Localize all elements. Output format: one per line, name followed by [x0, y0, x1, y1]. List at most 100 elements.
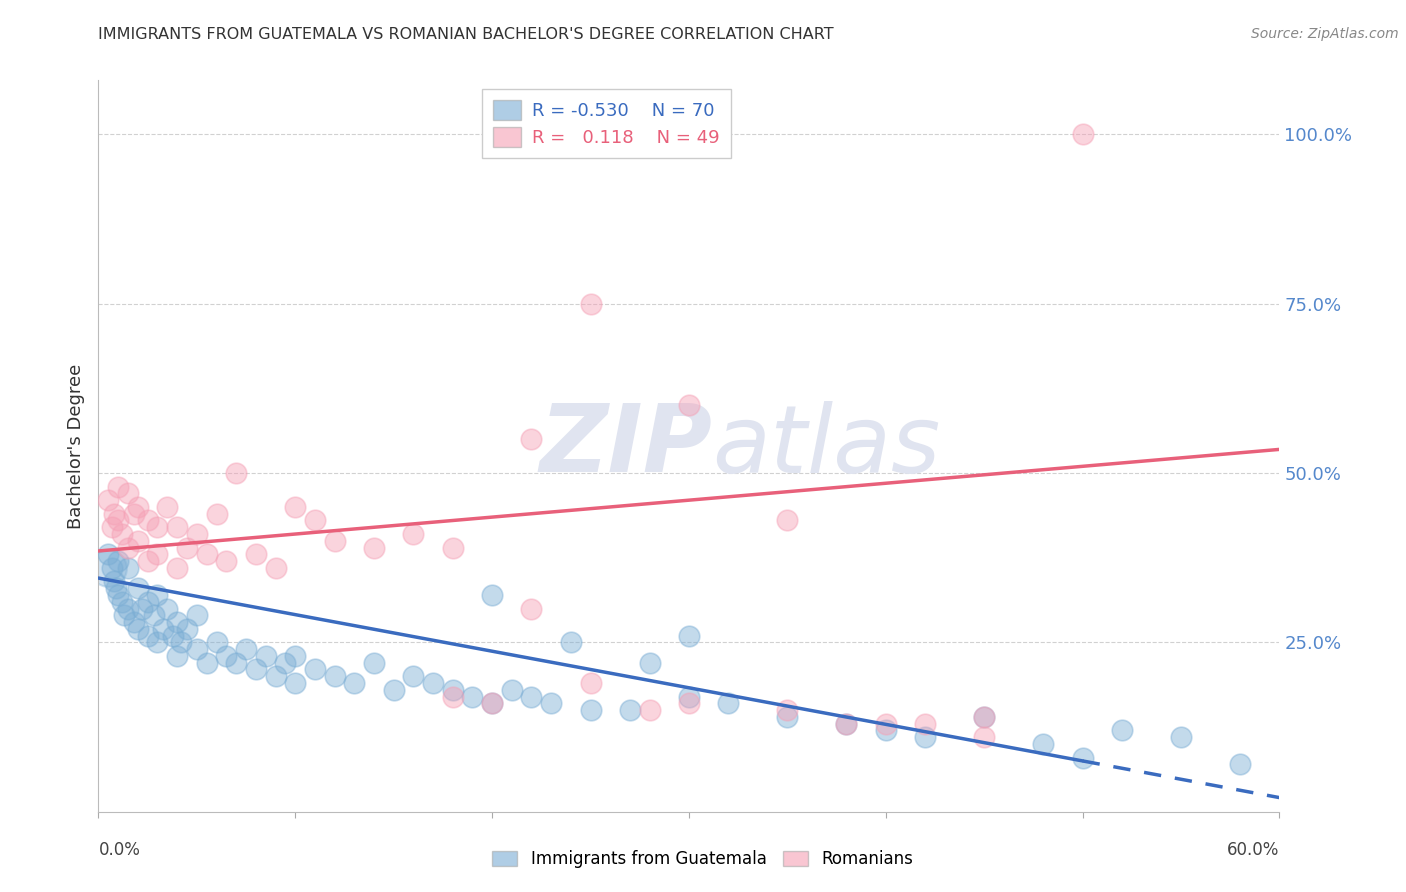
Point	[1229, 757, 1251, 772]
Point	[205, 635, 228, 649]
Point	[638, 703, 661, 717]
Point	[363, 656, 385, 670]
Point	[441, 690, 464, 704]
Point	[166, 648, 188, 663]
Point	[973, 710, 995, 724]
Point	[323, 669, 346, 683]
Point	[235, 642, 257, 657]
Point	[1032, 737, 1054, 751]
Point	[402, 669, 425, 683]
Point	[225, 466, 247, 480]
Point	[678, 398, 700, 412]
Point	[245, 663, 267, 677]
Point	[678, 690, 700, 704]
Point	[103, 574, 125, 589]
Point	[101, 520, 124, 534]
Point	[1111, 723, 1133, 738]
Point	[619, 703, 641, 717]
Point	[97, 493, 120, 508]
Point	[117, 561, 139, 575]
Point	[146, 547, 169, 561]
Text: 0.0%: 0.0%	[98, 841, 141, 859]
Point	[166, 520, 188, 534]
Point	[973, 710, 995, 724]
Point	[441, 541, 464, 555]
Point	[540, 697, 562, 711]
Point	[323, 533, 346, 548]
Point	[776, 703, 799, 717]
Point	[122, 615, 145, 629]
Point	[131, 601, 153, 615]
Point	[107, 480, 129, 494]
Point	[520, 432, 543, 446]
Point	[215, 554, 238, 568]
Point	[117, 541, 139, 555]
Point	[914, 716, 936, 731]
Point	[638, 656, 661, 670]
Point	[422, 676, 444, 690]
Point	[195, 547, 218, 561]
Point	[136, 595, 159, 609]
Point	[117, 601, 139, 615]
Point	[127, 533, 149, 548]
Point	[103, 507, 125, 521]
Point	[152, 622, 174, 636]
Point	[274, 656, 297, 670]
Point	[176, 541, 198, 555]
Point	[481, 697, 503, 711]
Point	[678, 629, 700, 643]
Point	[166, 615, 188, 629]
Point	[170, 635, 193, 649]
Point	[264, 669, 287, 683]
Point	[441, 682, 464, 697]
Point	[186, 608, 208, 623]
Point	[156, 500, 179, 514]
Point	[402, 527, 425, 541]
Point	[215, 648, 238, 663]
Point	[304, 514, 326, 528]
Point	[107, 588, 129, 602]
Point	[382, 682, 405, 697]
Point	[225, 656, 247, 670]
Text: IMMIGRANTS FROM GUATEMALA VS ROMANIAN BACHELOR'S DEGREE CORRELATION CHART: IMMIGRANTS FROM GUATEMALA VS ROMANIAN BA…	[98, 27, 834, 42]
Point	[776, 710, 799, 724]
Point	[284, 648, 307, 663]
Point	[914, 730, 936, 744]
Point	[186, 527, 208, 541]
Point	[176, 622, 198, 636]
Point	[835, 716, 858, 731]
Point	[678, 697, 700, 711]
Point	[122, 507, 145, 521]
Point	[343, 676, 366, 690]
Point	[973, 730, 995, 744]
Point	[146, 588, 169, 602]
Point	[520, 690, 543, 704]
Point	[579, 676, 602, 690]
Point	[776, 514, 799, 528]
Point	[111, 595, 134, 609]
Point	[127, 500, 149, 514]
Point	[520, 601, 543, 615]
Point	[205, 507, 228, 521]
Point	[579, 703, 602, 717]
Point	[107, 554, 129, 568]
Point	[254, 648, 277, 663]
Point	[111, 527, 134, 541]
Text: Source: ZipAtlas.com: Source: ZipAtlas.com	[1251, 27, 1399, 41]
Point	[481, 697, 503, 711]
Point	[501, 682, 523, 697]
Point	[579, 297, 602, 311]
Point	[245, 547, 267, 561]
Text: 60.0%: 60.0%	[1227, 841, 1279, 859]
Point	[875, 716, 897, 731]
Point	[1170, 730, 1192, 744]
Point	[875, 723, 897, 738]
Point	[117, 486, 139, 500]
Point	[97, 547, 120, 561]
Point	[717, 697, 740, 711]
Point	[560, 635, 582, 649]
Point	[156, 601, 179, 615]
Y-axis label: Bachelor's Degree: Bachelor's Degree	[66, 363, 84, 529]
Point	[162, 629, 184, 643]
Point	[127, 581, 149, 595]
